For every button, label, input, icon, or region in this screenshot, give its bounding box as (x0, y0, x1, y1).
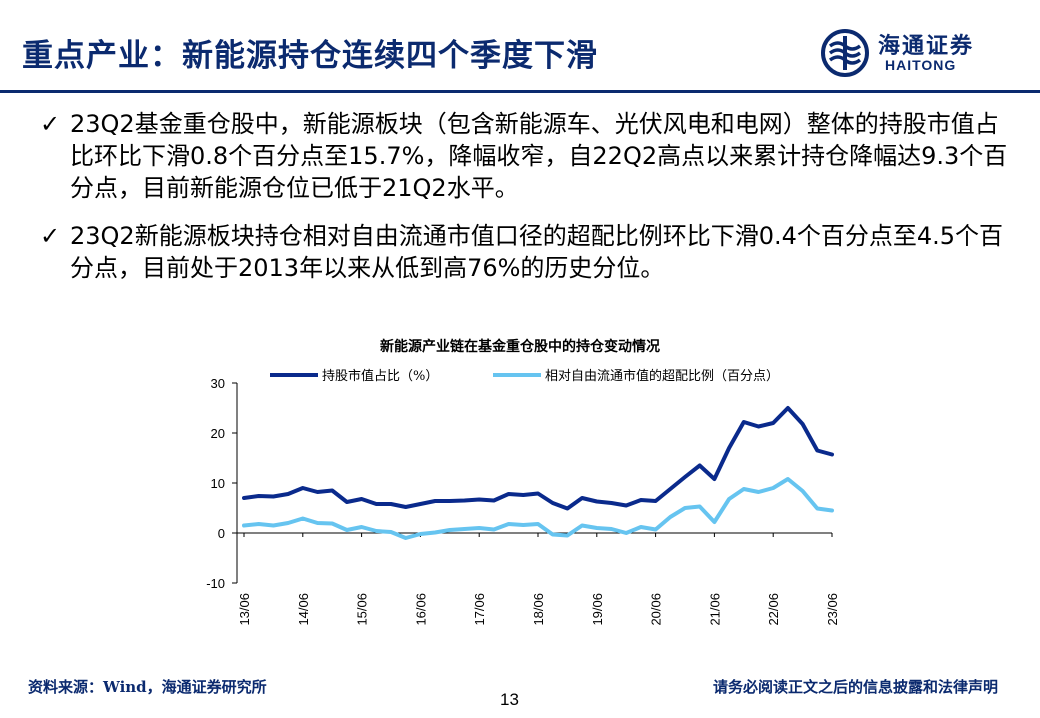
bullet-text: 23Q2基金重仓股中，新能源板块（包含新能源车、光伏风电和电网）整体的持股市值占… (70, 110, 1008, 202)
bullet-item: ✓ 23Q2基金重仓股中，新能源板块（包含新能源车、光伏风电和电网）整体的持股市… (40, 108, 1015, 204)
x-tick-label: 14/06 (296, 593, 311, 626)
series-line-2 (242, 477, 834, 540)
bullet-list: ✓ 23Q2基金重仓股中，新能源板块（包含新能源车、光伏风电和电网）整体的持股市… (40, 108, 1015, 300)
source-note: 资料来源：Wind，海通证券研究所 (28, 678, 267, 696)
page-number: 13 (500, 690, 519, 709)
bullet-text: 23Q2新能源板块持仓相对自由流通市值口径的超配比例环比下滑0.4个百分点至4.… (70, 222, 1004, 282)
logo-chinese-text: 海通证券 (878, 33, 975, 59)
y-tick-label: 30 (211, 376, 225, 391)
x-tick-label: 15/06 (355, 593, 370, 626)
y-tick-label: 0 (218, 526, 225, 541)
x-tick-label: 17/06 (472, 593, 487, 626)
page-title: 重点产业：新能源持仓连续四个季度下滑 (22, 38, 598, 74)
disclaimer-note: 请务必阅读正文之后的信息披露和法律声明 (712, 678, 998, 696)
header-divider (0, 90, 1040, 93)
haitong-logo: 海通证券 HAITONG (818, 26, 1018, 82)
x-tick-label: 22/06 (766, 593, 781, 626)
legend-label: 相对自由流通市值的超配比例（百分点） (545, 368, 779, 384)
chart-title: 新能源产业链在基金重仓股中的持仓变动情况 (380, 339, 660, 355)
haitong-logo-icon (821, 29, 869, 77)
x-tick-label: 20/06 (649, 593, 664, 626)
y-tick-label: 10 (211, 476, 225, 491)
x-tick-label: 21/06 (707, 593, 722, 626)
series-line-1 (242, 406, 834, 511)
checkmark-icon: ✓ (40, 110, 61, 138)
x-tick-label: 13/06 (237, 593, 252, 626)
x-tick-label: 23/06 (825, 593, 840, 626)
x-tick-label: 18/06 (531, 593, 546, 626)
y-tick-label: 20 (211, 426, 225, 441)
checkmark-icon: ✓ (40, 222, 61, 250)
y-tick-label: -10 (206, 576, 225, 591)
legend-label: 持股市值占比（%） (322, 368, 438, 384)
x-tick-label: 19/06 (590, 593, 605, 626)
bullet-item: ✓ 23Q2新能源板块持仓相对自由流通市值口径的超配比例环比下滑0.4个百分点至… (40, 220, 1015, 284)
logo-english-text: HAITONG (885, 57, 957, 73)
x-tick-label: 16/06 (413, 593, 428, 626)
